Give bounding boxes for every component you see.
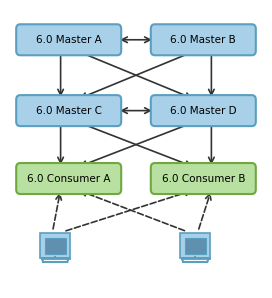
FancyBboxPatch shape — [151, 95, 256, 126]
FancyBboxPatch shape — [16, 163, 121, 194]
FancyBboxPatch shape — [180, 233, 210, 258]
Text: 6.0 Consumer A: 6.0 Consumer A — [27, 173, 110, 184]
FancyBboxPatch shape — [45, 238, 66, 254]
Text: 6.0 Master B: 6.0 Master B — [171, 35, 236, 45]
FancyBboxPatch shape — [16, 24, 121, 55]
FancyBboxPatch shape — [151, 24, 256, 55]
FancyBboxPatch shape — [16, 95, 121, 126]
Text: 6.0 Master D: 6.0 Master D — [170, 105, 237, 116]
Text: 6.0 Consumer B: 6.0 Consumer B — [162, 173, 245, 184]
FancyBboxPatch shape — [185, 238, 206, 254]
Text: 6.0 Master A: 6.0 Master A — [36, 35, 101, 45]
FancyBboxPatch shape — [151, 163, 256, 194]
FancyBboxPatch shape — [41, 233, 70, 258]
Text: 6.0 Master C: 6.0 Master C — [36, 105, 102, 116]
